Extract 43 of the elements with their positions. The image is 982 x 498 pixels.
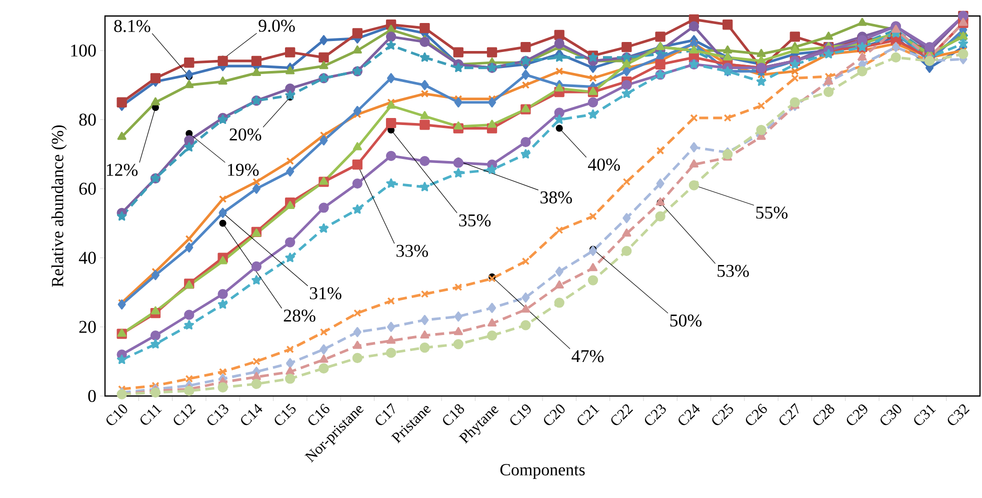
annotation: 53% (718, 264, 749, 277)
x-tick-label: C24 (678, 404, 700, 426)
x-tick-label: C26 (746, 404, 767, 426)
y-tick-label: 100 (71, 44, 96, 57)
annotation: 47% (572, 350, 604, 362)
annotation: 12% (106, 164, 138, 176)
x-axis-title: Components (500, 464, 585, 479)
annotation: 40% (588, 158, 620, 171)
x-tick-label: C30 (880, 404, 902, 426)
x-tick-label: C21 (578, 404, 600, 426)
annotation: 31% (310, 287, 342, 300)
annotation: 50% (670, 314, 702, 327)
x-tick-label: C31 (914, 404, 936, 426)
y-tick-label: 80 (79, 114, 96, 126)
x-tick-label: C29 (846, 404, 868, 426)
y-tick-label: 0 (88, 390, 96, 402)
annotation: 38% (540, 191, 572, 204)
annotation: 19% (228, 164, 259, 176)
x-tick-label: C20 (544, 404, 565, 426)
x-tick-label: C10 (106, 404, 128, 426)
y-tick-label: 60 (79, 182, 96, 195)
y-tick-label: 20 (79, 320, 96, 333)
x-tick-label: C19 (510, 404, 531, 426)
x-tick-label: C11 (140, 404, 162, 425)
x-tick-label: C25 (712, 404, 734, 426)
x-tick-label: C15 (274, 404, 296, 426)
annotation: 35% (459, 214, 491, 226)
x-tick-label: C12 (174, 404, 196, 426)
x-tick-label: C23 (644, 404, 666, 426)
x-tick-label: C27 (780, 403, 799, 426)
x-tick-label: C13 (207, 404, 228, 426)
x-tick-label: C14 (241, 404, 262, 426)
annotation: 8.1% (114, 20, 150, 32)
annotation: 20% (230, 128, 262, 141)
y-tick-label: 40 (78, 252, 96, 264)
x-tick-label: C32 (948, 404, 970, 426)
annotation: 55% (756, 206, 788, 219)
annotation: 33% (396, 244, 428, 257)
annotation: 9.0% (258, 20, 295, 32)
annotation: 28% (284, 310, 316, 322)
y-axis-title: Relative abundance (%) (51, 125, 67, 287)
x-tick-label: C22 (611, 404, 634, 426)
x-tick-label: C28 (813, 404, 834, 426)
